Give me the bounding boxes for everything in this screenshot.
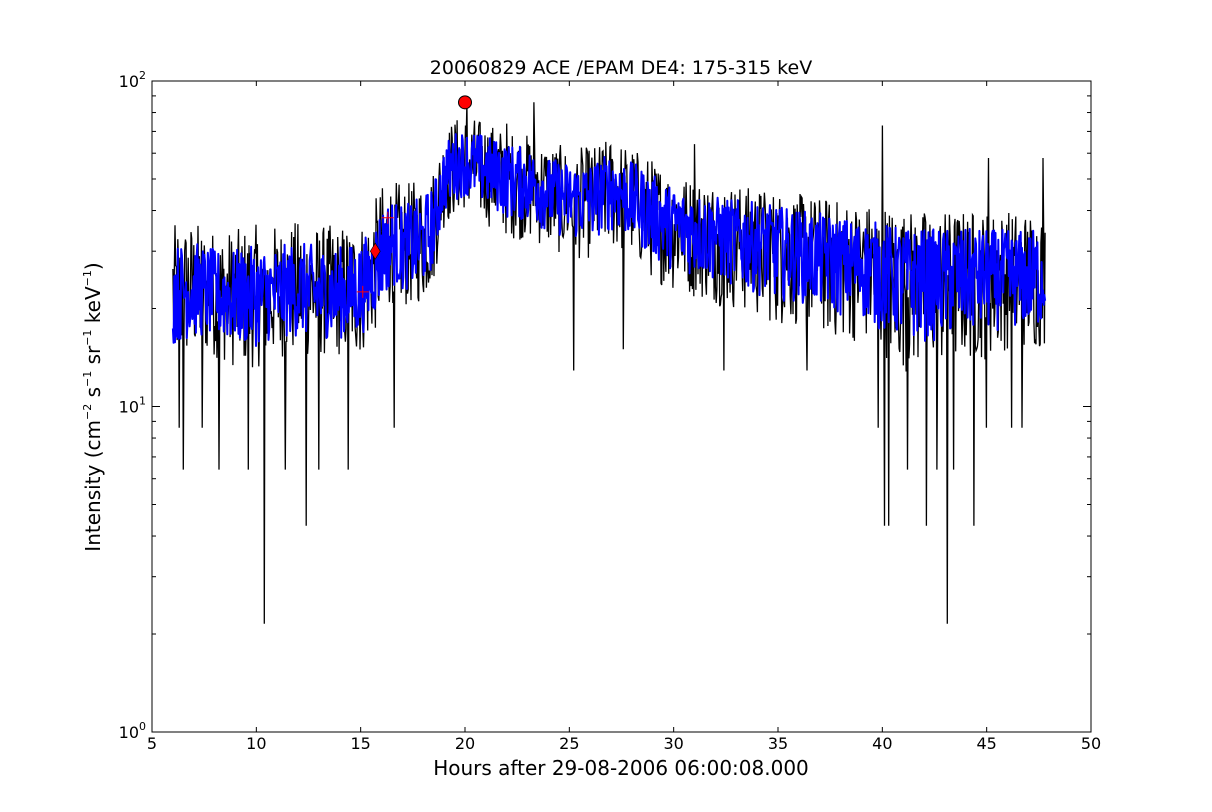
x-axis-ticks: 5 10 15 20 25 30 35 40 45 50 bbox=[147, 81, 1101, 753]
x-tick-label: 10 bbox=[246, 734, 266, 753]
x-tick-label: 50 bbox=[1081, 734, 1101, 753]
x-tick-label: 25 bbox=[559, 734, 579, 753]
marker-peak-circle bbox=[458, 95, 472, 110]
series-smoothed-intensity bbox=[171, 133, 1047, 347]
marker-plus-2 bbox=[356, 285, 369, 298]
x-tick-label: 20 bbox=[455, 734, 475, 753]
y-axis-ticks: 100 101 102 bbox=[119, 69, 1091, 742]
marker-plus-3 bbox=[381, 211, 394, 224]
smoothed-intensity-line bbox=[171, 133, 1047, 347]
x-axis-label: Hours after 29-08-2006 06:00:08.000 bbox=[433, 756, 809, 780]
marker-onset-diamond bbox=[369, 242, 381, 260]
y-tick-label: 102 bbox=[119, 69, 146, 91]
x-tick-label: 45 bbox=[976, 734, 996, 753]
x-tick-label: 40 bbox=[872, 734, 892, 753]
y-axis-label: Intensity (cm−2 s−1 sr−1 keV−1) bbox=[81, 262, 105, 551]
x-tick-label: 35 bbox=[768, 734, 788, 753]
event-markers bbox=[356, 95, 472, 298]
x-tick-label: 30 bbox=[663, 734, 683, 753]
y-tick-label: 100 bbox=[119, 720, 146, 742]
x-tick-label: 15 bbox=[350, 734, 370, 753]
chart-title: 20060829 ACE /EPAM DE4: 175-315 keV bbox=[430, 57, 812, 79]
x-tick-label: 5 bbox=[147, 734, 157, 753]
y-tick-label: 101 bbox=[119, 395, 146, 417]
